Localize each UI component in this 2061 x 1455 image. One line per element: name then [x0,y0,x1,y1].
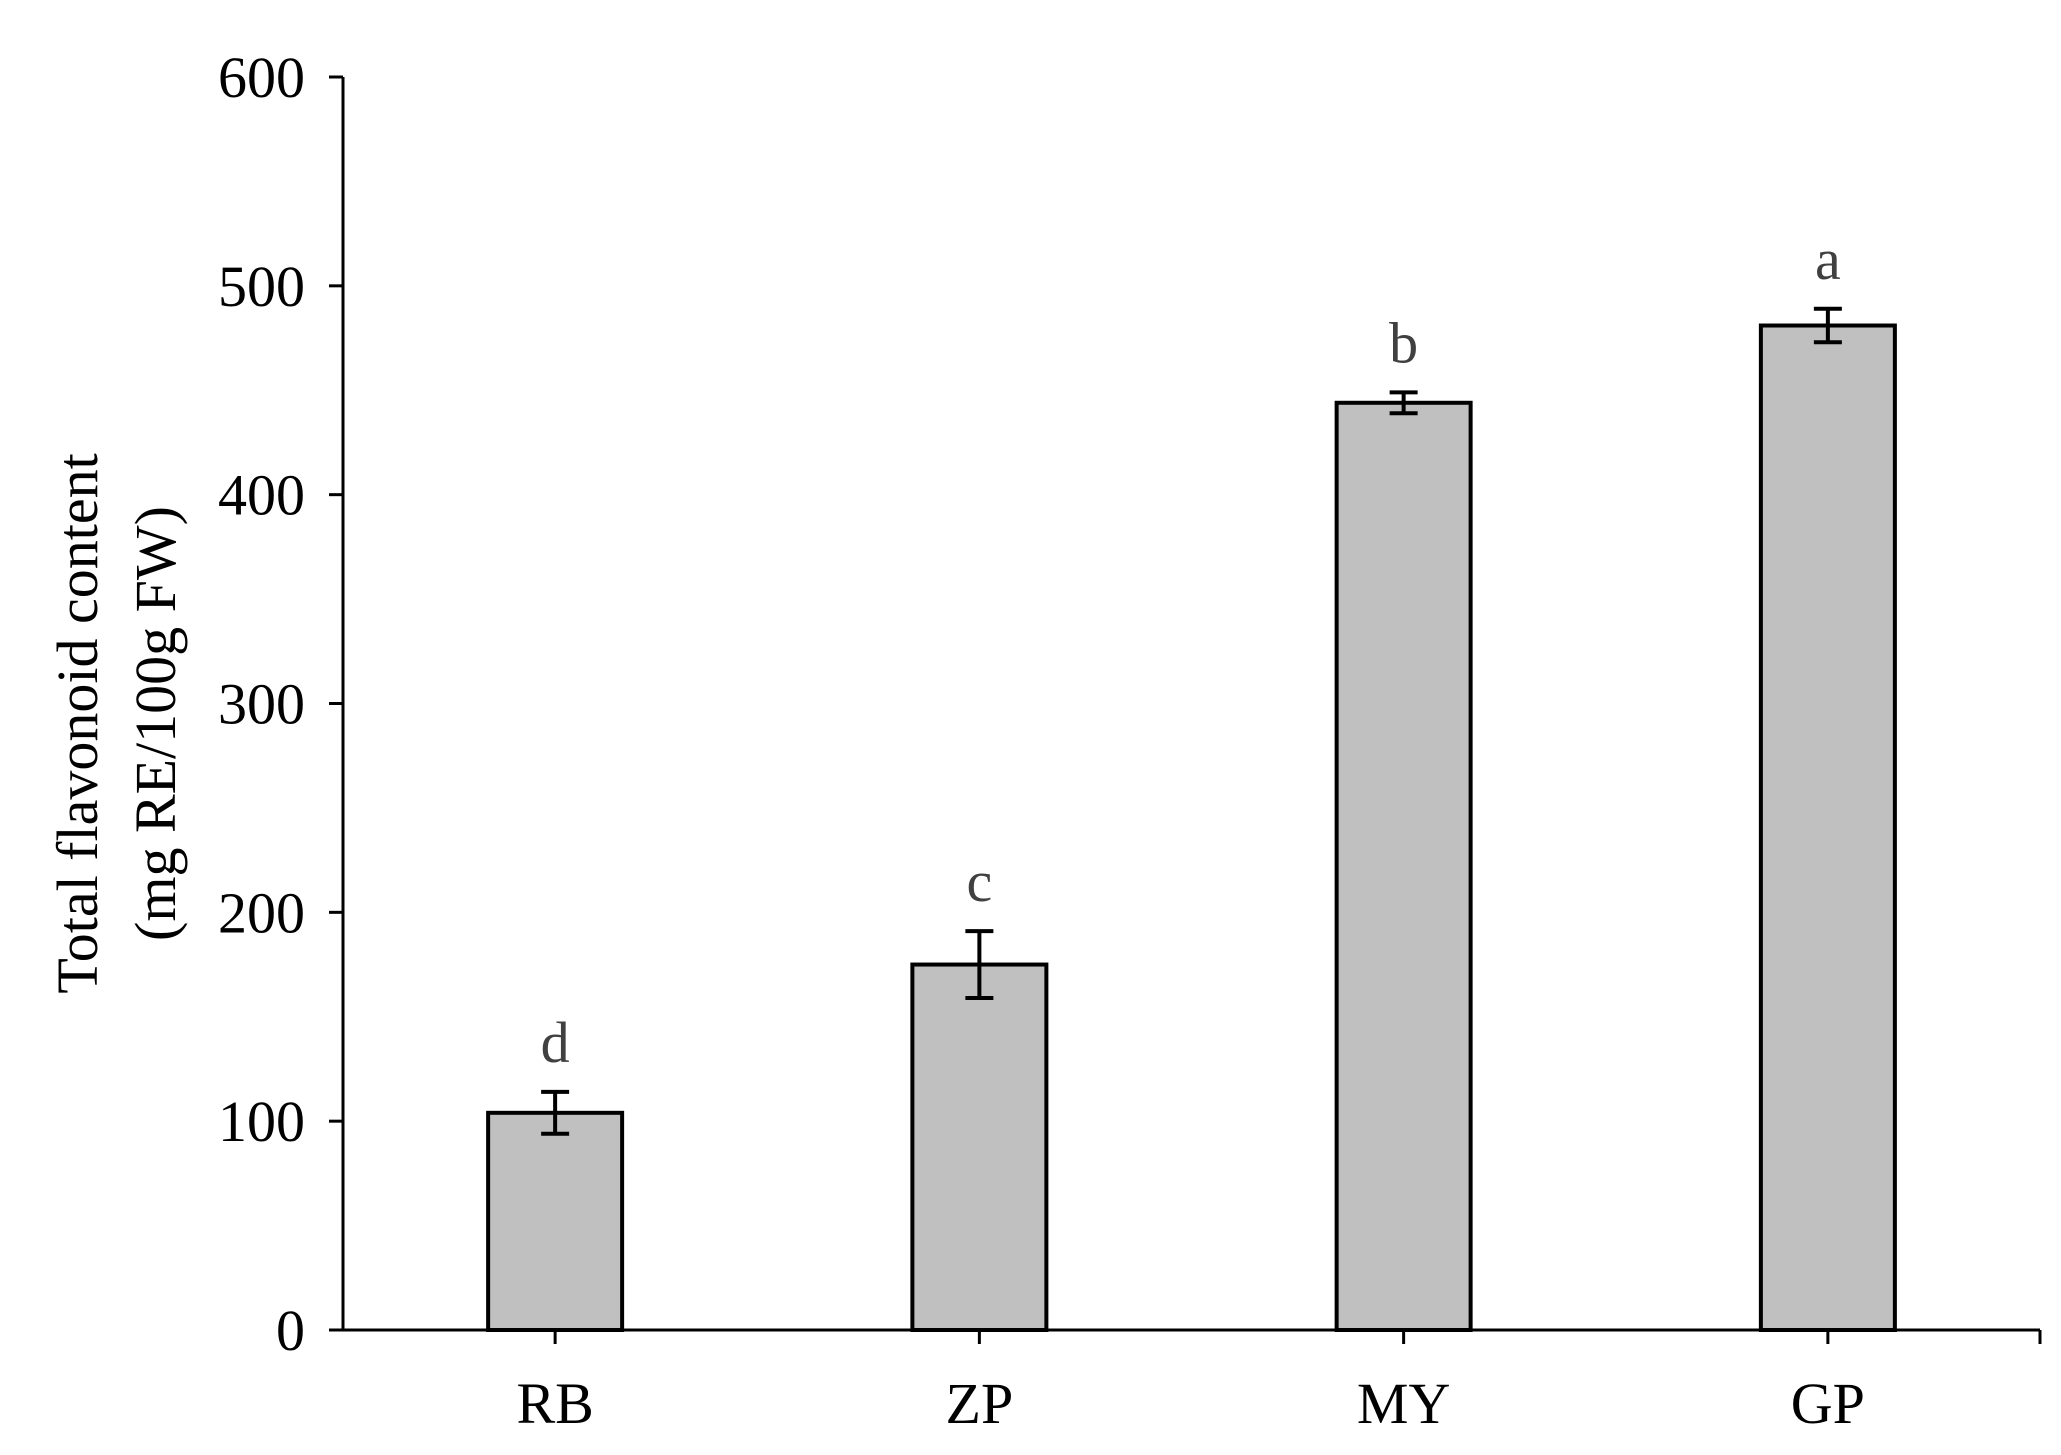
y-tick-label: 400 [218,463,305,528]
bar [486,1110,625,1333]
y-tick-label: 300 [218,672,305,737]
x-tick-label: MY [1357,1371,1450,1436]
x-tick-label: GP [1791,1371,1865,1436]
x-tick-label: ZP [946,1371,1014,1436]
significance-label: d [541,1010,570,1075]
bar [1758,323,1897,1332]
y-tick-label: 600 [218,45,305,110]
x-tick-label: RB [516,1371,593,1436]
y-tick-label: 100 [218,1089,305,1154]
bars: d c b a [486,227,1897,1333]
bar [910,962,1049,1333]
y-tick-label: 200 [218,880,305,945]
y-tick-label: 0 [276,1298,305,1363]
significance-label: a [1815,227,1841,292]
bar [1334,400,1473,1332]
significance-label: c [967,849,993,914]
significance-label: b [1389,310,1418,375]
y-tick-label: 500 [218,254,305,319]
y-axis-label-line: (mg RE/100g FW) [123,506,188,941]
x-axis: RB ZP MY GP [329,1328,2042,1436]
y-axis: 0 100 200 300 400 500 600 [218,45,345,1363]
y-axis-label: Total flavonoid content (mg RE/100g FW) [45,453,188,993]
y-axis-label-line: Total flavonoid content [45,453,110,993]
